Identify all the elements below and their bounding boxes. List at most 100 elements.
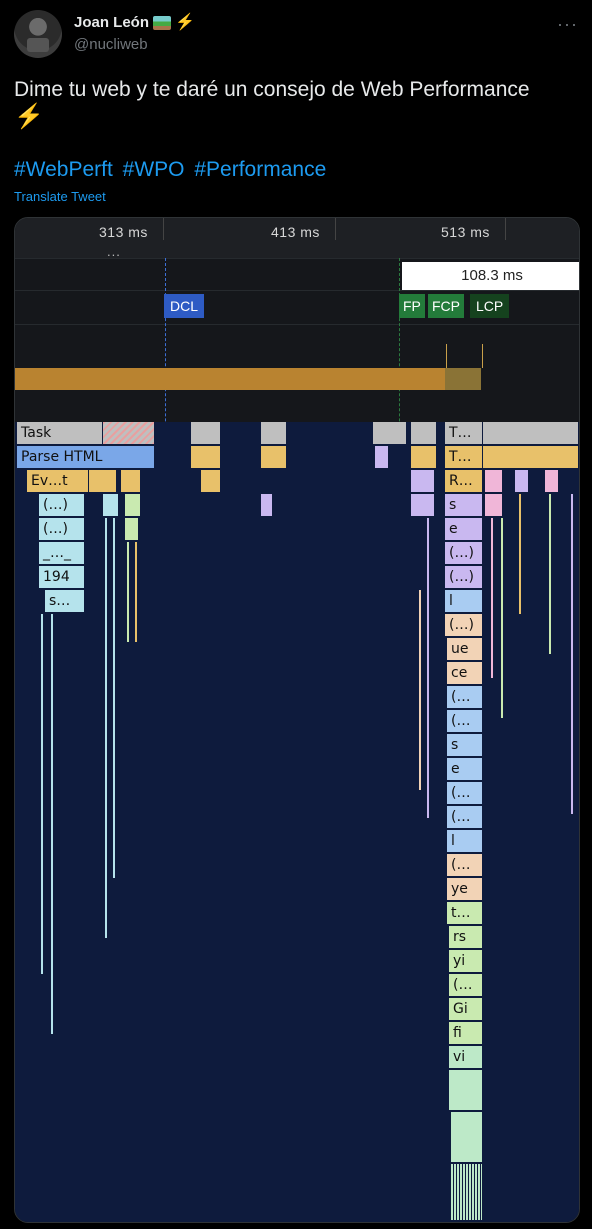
event-block[interactable] — [411, 446, 437, 468]
event-block[interactable] — [483, 446, 579, 468]
function-block[interactable] — [261, 494, 273, 516]
tick-line — [163, 218, 164, 240]
function-block[interactable] — [411, 470, 435, 492]
avatar[interactable] — [14, 10, 62, 58]
tick-label: 313 ms — [99, 224, 148, 240]
function-block[interactable]: fi — [449, 1022, 483, 1044]
function-block[interactable]: rs — [449, 926, 483, 948]
hashtag-link[interactable]: #Performance — [194, 158, 327, 181]
parse-html-block[interactable]: Parse HTML — [17, 446, 155, 468]
stack-sliver — [491, 518, 493, 678]
stack-sliver — [571, 494, 573, 814]
event-block[interactable] — [201, 470, 221, 492]
function-block[interactable]: yi — [449, 950, 483, 972]
function-block[interactable]: (… — [447, 710, 483, 732]
function-block[interactable]: t… — [447, 902, 483, 924]
function-block[interactable]: (… — [447, 782, 483, 804]
stack-sliver — [51, 614, 53, 1034]
function-block[interactable]: s… — [45, 590, 85, 612]
dcl-marker[interactable]: DCL — [164, 294, 205, 318]
function-block[interactable]: s — [445, 494, 483, 516]
event-block[interactable] — [375, 446, 389, 468]
ellipsis: ... — [107, 244, 121, 259]
duration-label: 108.3 ms — [402, 262, 579, 290]
translate-tweet-link[interactable]: Translate Tweet — [14, 189, 106, 204]
function-block[interactable]: (… — [449, 974, 483, 996]
function-block[interactable]: (… — [447, 806, 483, 828]
network-request-bar[interactable] — [15, 368, 445, 390]
function-block[interactable]: (…) — [39, 518, 85, 540]
task-block[interactable]: T… — [445, 422, 483, 444]
event-block[interactable] — [191, 446, 221, 468]
author-name-row[interactable]: Joan León ⚡ — [74, 14, 195, 31]
function-block[interactable]: vi — [449, 1046, 483, 1068]
tick-line — [505, 218, 506, 240]
function-block[interactable]: l — [447, 830, 483, 852]
function-block[interactable] — [485, 494, 503, 516]
tick-label: 413 ms — [271, 224, 320, 240]
function-block[interactable]: e — [445, 518, 483, 540]
function-block[interactable]: R… — [445, 470, 483, 492]
function-block[interactable] — [451, 1112, 483, 1162]
function-block[interactable] — [515, 470, 529, 492]
stack-sliver — [501, 518, 503, 718]
task-block[interactable]: Task — [17, 422, 103, 444]
function-block[interactable]: _…_ — [39, 542, 85, 564]
tweet-text: Dime tu web y te daré un consejo de Web … — [14, 76, 580, 132]
flame-chart[interactable]: Task T… Parse HTML T… Ev…t R… (…) s (…) — [15, 422, 579, 1222]
task-block[interactable] — [191, 422, 221, 444]
function-block[interactable]: (… — [447, 854, 483, 876]
function-block[interactable] — [485, 470, 503, 492]
stack-sliver — [135, 542, 137, 642]
function-block[interactable] — [451, 1164, 483, 1220]
task-block[interactable] — [483, 422, 579, 444]
performance-screenshot[interactable]: 313 ms 413 ms 513 ms ... 108.3 ms DCL FP… — [14, 217, 580, 1223]
long-task-block[interactable] — [103, 422, 155, 444]
function-block[interactable]: s — [447, 734, 483, 756]
stack-sliver — [105, 518, 107, 938]
function-block[interactable] — [411, 494, 435, 516]
fcp-marker[interactable]: FCP — [428, 294, 464, 318]
timeline-ruler: 313 ms 413 ms 513 ms ... — [15, 218, 579, 259]
function-block[interactable]: e — [447, 758, 483, 780]
task-block[interactable] — [411, 422, 437, 444]
function-block[interactable]: Gi — [449, 998, 483, 1020]
function-block[interactable]: (… — [447, 686, 483, 708]
author-name[interactable]: Joan León — [74, 14, 150, 31]
event-block[interactable] — [261, 446, 287, 468]
function-block[interactable]: l — [445, 590, 483, 612]
stack-sliver — [519, 494, 521, 614]
stack-sliver — [419, 590, 421, 790]
stack-sliver — [41, 614, 43, 974]
tweet-header: Joan León ⚡ @nucliweb ··· — [14, 10, 580, 60]
function-block[interactable] — [125, 494, 141, 516]
function-block[interactable]: 194 — [39, 566, 85, 588]
network-request-bar[interactable] — [445, 368, 481, 390]
task-block[interactable] — [373, 422, 407, 444]
function-block[interactable]: (…) — [39, 494, 85, 516]
stack-sliver — [427, 518, 429, 818]
function-block[interactable]: ue — [447, 638, 483, 660]
function-block[interactable]: (…) — [445, 542, 483, 564]
function-block[interactable]: (…) — [445, 566, 483, 588]
hashtag-link[interactable]: #WebPerft — [14, 158, 113, 181]
function-block[interactable]: ce — [447, 662, 483, 684]
function-block[interactable]: (…) — [445, 614, 483, 636]
event-block[interactable] — [121, 470, 141, 492]
event-block[interactable]: Ev…t — [27, 470, 89, 492]
function-block[interactable] — [103, 494, 119, 516]
author-handle[interactable]: @nucliweb — [74, 36, 148, 53]
event-block[interactable]: T… — [445, 446, 483, 468]
fp-marker[interactable]: FP — [399, 294, 425, 318]
more-icon[interactable]: ··· — [557, 14, 578, 34]
function-block[interactable]: ye — [447, 878, 483, 900]
network-tick — [482, 344, 483, 368]
task-block[interactable] — [261, 422, 287, 444]
hashtag-link[interactable]: #WPO — [122, 158, 185, 181]
function-block[interactable] — [545, 470, 559, 492]
event-block[interactable] — [89, 470, 117, 492]
function-block[interactable] — [449, 1070, 483, 1110]
lcp-marker[interactable]: LCP — [470, 294, 510, 318]
function-block[interactable] — [125, 518, 139, 540]
tick-label: 513 ms — [441, 224, 490, 240]
